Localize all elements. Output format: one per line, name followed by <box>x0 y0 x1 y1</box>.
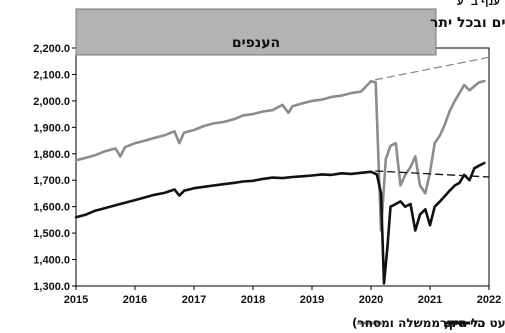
plot-frame <box>75 47 490 287</box>
y-axis: 1,300.0 1,400.0 1,500.0 1,600.0 1,700.0 1,800… <box>33 43 76 293</box>
x-axis: 2015 2016 2017 2018 2019 2020 2021 2022 <box>64 286 501 306</box>
y-tick-label: 2,100.0 <box>33 69 70 81</box>
series-other-line <box>74 161 486 285</box>
x-tick-label: 2015 <box>64 294 88 306</box>
legend-item-other: כל היתר <box>440 316 486 330</box>
series-services-line <box>74 79 486 232</box>
x-tick-label: 2021 <box>418 294 442 306</box>
series-layer <box>74 56 490 285</box>
x-tick-label: 2022 <box>477 294 501 306</box>
legend-label-other: כל היתר <box>440 316 486 330</box>
x-tick-label: 2020 <box>359 294 383 306</box>
trend-other-dashed <box>375 170 490 178</box>
legend-label-services: שירותים (למעט היי טק, ממשלה ומסחר) <box>352 316 505 330</box>
chart-title-line-2: הענפים <box>232 35 280 51</box>
y-tick-label: 1,600.0 <box>33 202 70 214</box>
x-tick-label: 2016 <box>123 294 147 306</box>
x-tick-label: 2017 <box>182 294 206 306</box>
y-tick-label: 1,500.0 <box>33 228 70 240</box>
header-fragment: ענף ב־ ע <box>457 0 500 8</box>
chart-title-line-1: מספר משרות שכיר בענפי השירותים ובכל יתר <box>430 15 505 31</box>
y-tick-label: 1,700.0 <box>33 175 70 187</box>
x-tick-label: 2018 <box>241 294 265 306</box>
trend-services-dashed <box>375 56 490 81</box>
y-tick-label: 1,800.0 <box>33 149 70 161</box>
legend: כל היתר שירותים (למעט היי טק, ממשלה ומסח… <box>352 316 505 330</box>
y-tick-label: 1,900.0 <box>33 122 70 134</box>
legend-item-services: שירותים (למעט היי טק, ממשלה ומסחר) <box>352 316 505 330</box>
y-tick-label: 1,400.0 <box>33 255 70 267</box>
y-tick-label: 2,000.0 <box>33 96 70 108</box>
title-box: מספר משרות שכיר בענפי השירותים ובכל יתר … <box>75 8 505 56</box>
title-background <box>75 8 437 56</box>
x-tick-label: 2019 <box>300 294 324 306</box>
y-tick-label: 2,200.0 <box>33 43 70 55</box>
y-tick-label: 1,300.0 <box>33 281 70 293</box>
